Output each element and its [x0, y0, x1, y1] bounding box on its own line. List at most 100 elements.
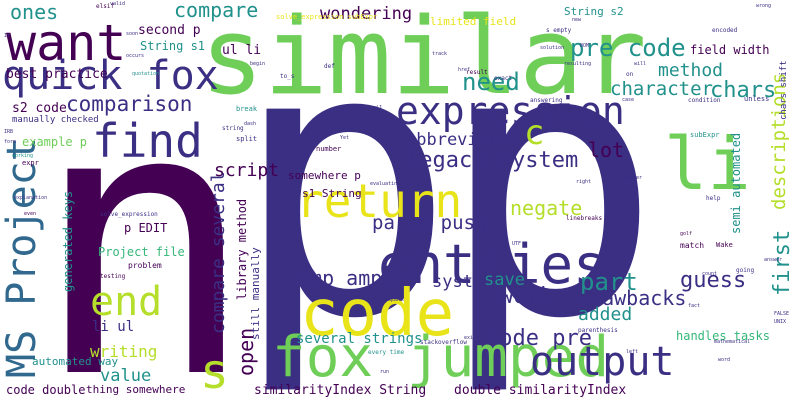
word-cloud-term: end — [90, 279, 163, 325]
word-cloud-term: quick fox — [2, 53, 219, 99]
word-cloud-term: return — [296, 174, 463, 228]
word-cloud-term: work — [500, 284, 553, 309]
word-cloud-term: parenthesis — [578, 327, 618, 334]
word-cloud-term: ones — [10, 0, 59, 24]
word-cloud-term: equals — [386, 297, 405, 303]
word-cloud-term: elsif — [96, 3, 115, 10]
word-cloud-term: on — [626, 71, 634, 78]
word-cloud-term: fact — [688, 303, 701, 309]
word-cloud-term: s empty — [546, 27, 572, 34]
word-cloud-term: semi automated — [729, 132, 743, 234]
word-cloud-term: code double — [6, 383, 86, 397]
word-cloud-term: compare — [174, 0, 259, 22]
word-cloud-term: even — [24, 211, 37, 217]
word-cloud-term: It — [4, 33, 11, 39]
word-cloud-term: right — [576, 179, 592, 185]
word-cloud-term: begin — [250, 61, 266, 67]
word-cloud-term: output — [530, 339, 675, 385]
word-cloud-term: new — [572, 17, 582, 23]
word-cloud-term: value — [100, 366, 152, 386]
word-cloud-term: problem — [128, 261, 162, 270]
word-cloud-term: comparison — [66, 92, 193, 116]
word-cloud-term: solution — [540, 45, 565, 51]
word-cloud-term: similar — [200, 0, 647, 118]
word-cloud-term: IRB — [4, 129, 14, 135]
word-cloud-term: second p — [138, 23, 201, 38]
word-cloud-term: nil — [372, 105, 383, 112]
word-cloud-term: despite — [578, 113, 600, 119]
word-cloud-term: expression — [396, 89, 625, 133]
word-cloud-term: linebreaks — [566, 215, 603, 222]
word-cloud-term: double similarityIndex — [454, 383, 627, 398]
word-cloud-term: golf — [680, 231, 693, 237]
word-cloud-term: answer — [764, 257, 783, 263]
word-cloud-term: code — [300, 277, 455, 351]
word-cloud-term: negate — [510, 196, 583, 220]
word-cloud-term: s2 code — [12, 101, 67, 116]
word-cloud-term: result — [466, 69, 488, 76]
word-cloud-term: String s2 — [564, 5, 624, 18]
word-cloud-term: run — [380, 369, 390, 375]
word-cloud-term: parts push — [372, 212, 487, 234]
word-cloud-term: limited field — [430, 15, 517, 28]
word-cloud-term: subExpr — [690, 131, 720, 139]
word-cloud-term: writing — [90, 342, 158, 361]
word-cloud-term: case — [622, 97, 635, 103]
word-cloud-term: system — [432, 272, 494, 292]
word-cloud-term: li ul — [92, 319, 135, 335]
word-cloud-term: href — [458, 67, 471, 73]
word-cloud-term: guess — [680, 268, 747, 293]
word-cloud-term: thing somewhere — [86, 383, 186, 396]
word-cloud-term: need — [462, 68, 520, 96]
word-cloud-term: handles tasks — [676, 329, 770, 343]
word-cloud-term: wrong — [756, 3, 772, 9]
word-cloud-term: exits — [464, 335, 480, 341]
word-cloud-term: abbreviated — [406, 130, 519, 150]
word-cloud-term: script — [214, 160, 280, 181]
word-cloud-term: expr — [22, 159, 39, 167]
word-cloud-term: s1 String — [302, 187, 362, 200]
word-cloud-term: ul li — [222, 43, 262, 58]
word-cloud-term: somewhere p — [288, 169, 361, 182]
word-cloud-term: p — [438, 0, 662, 400]
word-cloud-term: BOM — [580, 43, 590, 49]
word-cloud-term: occurs — [126, 53, 145, 59]
word-cloud-term: solve_expression — [100, 211, 158, 218]
word-cloud-term: form — [4, 139, 17, 145]
word-cloud-term: valid — [110, 1, 126, 7]
word-cloud-term: question — [386, 275, 420, 283]
word-cloud-term: legacy system — [406, 148, 579, 173]
word-cloud-term: resulting — [564, 61, 592, 67]
word-cloud-term: method — [658, 60, 724, 81]
word-cloud-term: dash — [244, 121, 257, 127]
word-cloud-term: added — [578, 304, 633, 325]
word-cloud-term: s — [200, 344, 229, 400]
word-cloud-term: field width — [690, 43, 770, 57]
word-cloud-term: mathematical — [714, 339, 751, 345]
word-cloud-term: several strings — [296, 331, 423, 347]
word-cloud-term: unless — [744, 95, 770, 103]
word-cloud-term: amp amp — [298, 266, 383, 290]
word-cloud-term: MS Project — [0, 137, 45, 378]
word-cloud-term: every time — [368, 349, 405, 356]
word-cloud-term: drawbacks — [578, 286, 687, 310]
word-cloud-term: String s1 — [140, 39, 206, 53]
word-cloud-term: character — [610, 78, 713, 100]
word-cloud-term: best practice — [6, 67, 108, 82]
word-cloud-term: solve_expression subExpr — [276, 13, 378, 21]
word-cloud-term: chars — [710, 78, 777, 103]
word-cloud-term: entries — [378, 233, 606, 296]
word-cloud-term: Yet — [340, 135, 350, 141]
word-cloud-term: similarityIndex String — [254, 383, 427, 398]
word-cloud-term: fox jumped — [272, 325, 610, 390]
word-cloud-term: quotation — [132, 71, 160, 77]
word-cloud-term: condition — [688, 97, 721, 104]
word-cloud-term: chars shift — [779, 60, 789, 120]
word-cloud-term: help — [706, 195, 721, 202]
word-cloud-term: want — [6, 14, 127, 72]
word-cloud-term: answering — [530, 97, 563, 104]
word-cloud-term: def — [324, 63, 335, 70]
word-cloud-term: testing — [100, 273, 126, 280]
word-cloud-term: stackoverflow — [420, 339, 467, 346]
